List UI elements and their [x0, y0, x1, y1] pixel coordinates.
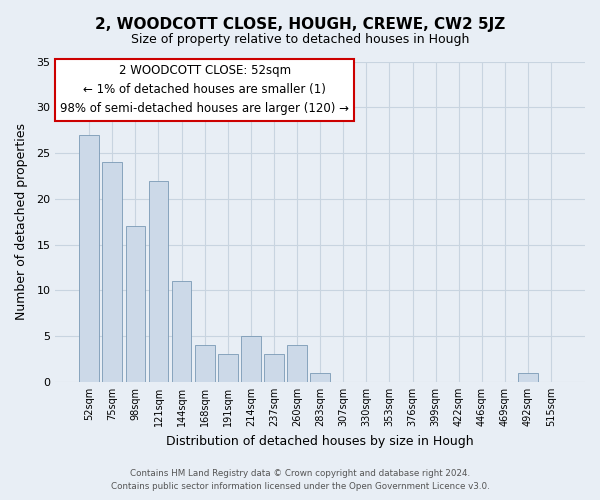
- Bar: [218, 354, 238, 382]
- Bar: [241, 336, 260, 382]
- Text: 2 WOODCOTT CLOSE: 52sqm
← 1% of detached houses are smaller (1)
98% of semi-deta: 2 WOODCOTT CLOSE: 52sqm ← 1% of detached…: [60, 64, 349, 115]
- Text: Size of property relative to detached houses in Hough: Size of property relative to detached ho…: [131, 32, 469, 46]
- Text: 2, WOODCOTT CLOSE, HOUGH, CREWE, CW2 5JZ: 2, WOODCOTT CLOSE, HOUGH, CREWE, CW2 5JZ: [95, 18, 505, 32]
- Bar: [79, 134, 99, 382]
- Y-axis label: Number of detached properties: Number of detached properties: [15, 123, 28, 320]
- Text: Contains HM Land Registry data © Crown copyright and database right 2024.
Contai: Contains HM Land Registry data © Crown c…: [110, 469, 490, 491]
- Bar: [310, 373, 330, 382]
- Bar: [125, 226, 145, 382]
- Bar: [518, 373, 538, 382]
- Bar: [195, 346, 215, 382]
- Bar: [149, 180, 169, 382]
- Bar: [264, 354, 284, 382]
- Bar: [103, 162, 122, 382]
- Bar: [172, 281, 191, 382]
- Bar: [287, 346, 307, 382]
- X-axis label: Distribution of detached houses by size in Hough: Distribution of detached houses by size …: [166, 434, 474, 448]
